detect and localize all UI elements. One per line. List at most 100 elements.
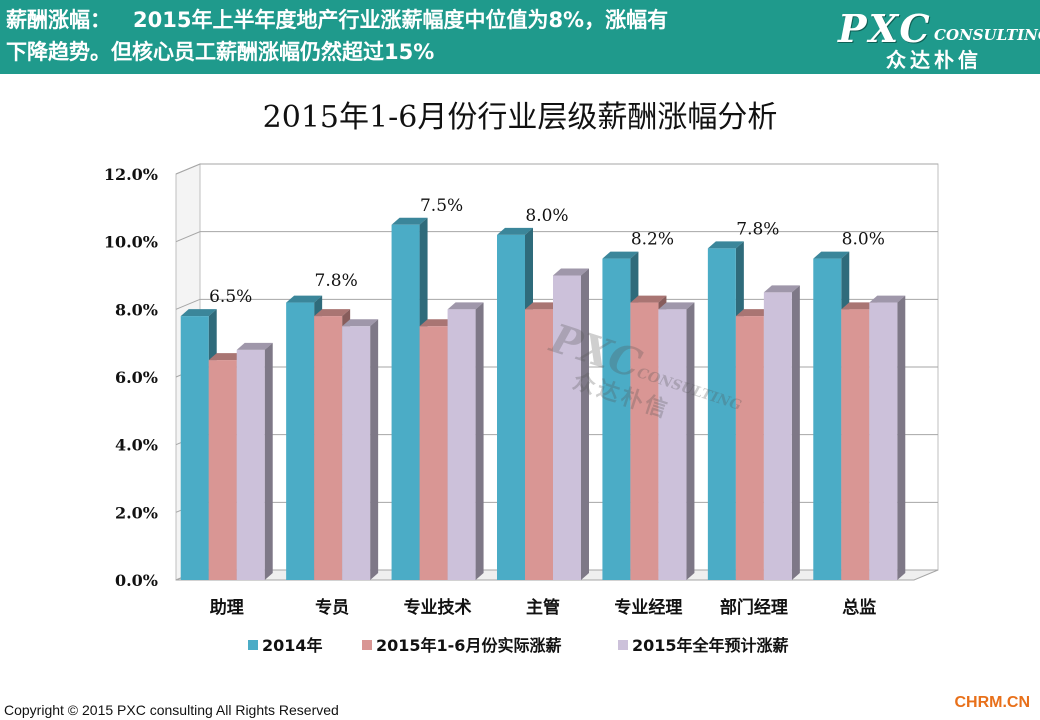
y-tick-label: 12.0%: [104, 165, 158, 184]
data-label: 8.2%: [631, 230, 674, 250]
bar-front: [813, 258, 842, 580]
data-label: 6.5%: [209, 287, 252, 307]
x-tick-label: 助理: [210, 597, 244, 618]
bar-front: [314, 316, 343, 580]
bar-side: [791, 285, 800, 580]
bar: [869, 295, 906, 580]
bar: [342, 319, 379, 580]
bar-top: [707, 241, 744, 249]
footer-copyright: Copyright © 2015 PXC consulting All Righ…: [4, 702, 339, 718]
bars: 6.5% 助理 7.8% 专员 7.5% 专业技术 8.0% 主管 8.2% 专业经理 7.8% 部门…: [180, 196, 906, 618]
y-tick-label: 4.0%: [115, 436, 158, 455]
legend-swatch: [618, 640, 628, 650]
y-tick-label: 0.0%: [115, 571, 158, 590]
gridline: [175, 231, 938, 243]
bar-side: [370, 319, 379, 580]
bar-top: [658, 302, 695, 310]
bar-front: [180, 316, 209, 580]
legend-item: 2015年全年预计涨薪: [618, 636, 789, 655]
bar-top: [286, 295, 323, 303]
data-label: 7.8%: [315, 271, 358, 291]
x-tick-label: 主管: [526, 597, 560, 618]
bar-front: [658, 309, 687, 580]
bar-top: [525, 302, 561, 310]
bar-front: [553, 275, 581, 580]
legend-swatch: [362, 640, 372, 650]
bar-side: [581, 268, 589, 580]
legend-label: 2015年全年预计涨薪: [632, 636, 789, 655]
logo-chinese-text: 众达朴信: [886, 48, 982, 72]
header-headline: 薪酬涨幅： 2015年上半年度地产行业涨薪幅度中位值为8%，涨幅有 下降趋势。但核…: [6, 4, 836, 68]
bar-top: [419, 319, 456, 327]
legend-item: 2014年: [248, 636, 323, 655]
x-tick-label: 部门经理: [720, 597, 788, 618]
bar-top: [314, 309, 351, 317]
bar-front: [208, 360, 237, 580]
x-tick-label: 总监: [842, 597, 876, 618]
bar-side: [475, 302, 484, 580]
bar-top: [841, 302, 878, 310]
bar-top: [869, 295, 906, 303]
bar: [447, 302, 484, 580]
legend: 2014年 2015年1-6月份实际涨薪 2015年全年预计涨薪: [248, 636, 789, 655]
bar: [286, 295, 323, 580]
bar-front: [869, 302, 898, 580]
bar-front: [447, 309, 476, 580]
data-label: 7.8%: [736, 219, 779, 239]
logo-sub-text: CONSULTING: [934, 26, 1040, 44]
bar-top: [447, 302, 484, 310]
legend-item: 2015年1-6月份实际涨薪: [362, 636, 561, 655]
bar-front: [286, 302, 315, 580]
x-tick-label: 专业经理: [614, 597, 682, 618]
bar-top: [553, 268, 589, 276]
bar-front: [236, 349, 265, 580]
bar-top: [735, 309, 772, 317]
bar-side: [686, 302, 695, 580]
y-axis: 0.0% 2.0% 4.0% 6.0% 8.0% 10.0% 12.0%: [104, 165, 158, 590]
y-tick-label: 6.0%: [115, 368, 158, 387]
gridline: [175, 298, 938, 310]
data-label: 8.0%: [842, 230, 885, 250]
bar-front: [342, 326, 371, 580]
bar-top: [236, 342, 273, 350]
bar: [763, 285, 800, 580]
bar-top: [497, 227, 533, 235]
header-lead: 薪酬涨幅：: [6, 8, 111, 32]
footer-brand: CHRM.CN: [954, 694, 1030, 711]
data-label: 8.0%: [525, 206, 568, 226]
y-tick-label: 10.0%: [104, 233, 158, 252]
legend-label: 2015年1-6月份实际涨薪: [376, 636, 561, 655]
gridline: [175, 163, 938, 175]
logo-main-text: PXC: [838, 6, 932, 51]
bar-top: [391, 217, 428, 225]
bar-front: [602, 258, 631, 580]
y-tick-label: 2.0%: [115, 503, 158, 522]
bar-front: [841, 309, 870, 580]
bar-top: [813, 251, 850, 259]
bar-front: [497, 234, 525, 580]
legend-swatch: [248, 640, 258, 650]
x-tick-label: 专员: [315, 597, 349, 618]
bar-front: [391, 224, 420, 580]
bar-side: [264, 342, 273, 580]
header-line-1-text: 2015年上半年度地产行业涨薪幅度中位值为8%，涨幅有: [133, 8, 669, 32]
bar-top: [342, 319, 379, 327]
header-line-2: 下降趋势。但核心员工薪酬涨幅仍然超过15%: [6, 40, 435, 64]
bar-top: [763, 285, 800, 293]
bar-front: [707, 248, 736, 580]
pxc-logo: PXC CONSULTING 众达朴信: [838, 6, 1040, 72]
bar-top: [208, 353, 245, 361]
header-banner: 薪酬涨幅： 2015年上半年度地产行业涨薪幅度中位值为8%，涨幅有 下降趋势。但核…: [0, 0, 1040, 74]
bar-top: [602, 251, 639, 259]
chart-title: 2015年1-6月份行业层级薪酬涨幅分析: [262, 100, 778, 135]
bar-front: [525, 309, 553, 580]
bar: [658, 302, 695, 580]
bar: [236, 342, 273, 580]
bar: [553, 268, 589, 580]
data-label: 7.5%: [420, 196, 463, 216]
x-tick-label: 专业技术: [404, 597, 472, 618]
bar-side: [897, 295, 906, 580]
header-line-1: 薪酬涨幅： 2015年上半年度地产行业涨薪幅度中位值为8%，涨幅有: [6, 4, 836, 36]
bar-top: [180, 309, 217, 317]
bar-chart: 0.0% 2.0% 4.0% 6.0% 8.0% 10.0% 12.0% 6.5% 助理 7.8%…: [104, 163, 939, 655]
